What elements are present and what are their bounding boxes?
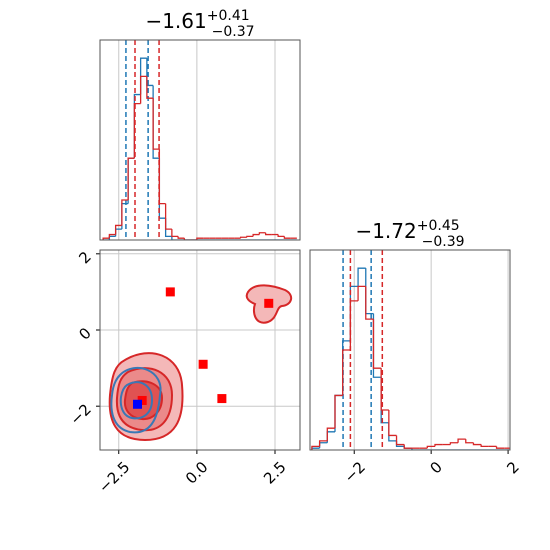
y-tick-label: 2 [75, 248, 94, 267]
hist-step [318, 440, 328, 447]
panel-frame [99, 39, 301, 241]
hist-step [465, 439, 474, 444]
hist-step [357, 285, 366, 301]
panel-frame [99, 249, 301, 451]
hist-step [357, 267, 366, 287]
hist-step [472, 442, 482, 446]
point [165, 287, 175, 297]
panel [102, 40, 297, 240]
contour [119, 381, 154, 420]
hist-step [380, 368, 389, 411]
hist-step [277, 234, 285, 238]
x-tick-label: 2 [503, 458, 522, 477]
hist-step [127, 157, 135, 204]
hist-step [108, 235, 116, 240]
x-tick-label: 0 [426, 458, 445, 477]
hist-step [246, 235, 254, 238]
x-tick-label: 0.0 [182, 458, 212, 488]
hist-step [252, 233, 260, 237]
hist-step [388, 422, 397, 442]
panel [311, 250, 510, 450]
hist-step [164, 203, 172, 230]
hist-step [326, 427, 335, 441]
hist-step [395, 440, 405, 448]
hist-step [183, 238, 191, 240]
hist-step [318, 442, 328, 449]
hist-step [121, 202, 129, 230]
x-tick-label: 2.5 [260, 458, 290, 488]
hist-step [426, 445, 435, 449]
point [133, 399, 142, 409]
contour [110, 366, 162, 434]
hist-step [283, 236, 291, 239]
hist-step [334, 394, 343, 432]
title-part: −0.39 [422, 234, 465, 250]
hist-step [311, 445, 320, 450]
grid-layer [100, 40, 509, 450]
hist-step [342, 349, 351, 396]
hist-step [152, 98, 160, 150]
title-part: +0.45 [417, 218, 460, 234]
x-tick-label: −2.5 [95, 458, 133, 496]
point [137, 395, 147, 405]
panel-title: −1.72+0.45 −0.39 [355, 218, 464, 250]
marks: −1.61+0.41 −0.37−2.5 0.0 2.5−202−2 0 2−1.72+0… [66, 8, 522, 497]
hist-step [395, 435, 405, 446]
hist-step [108, 233, 116, 239]
hist-step [434, 443, 443, 447]
panel-title: −1.61+0.41 −0.37 [145, 8, 254, 40]
title-part: −1.61 [145, 9, 206, 33]
title-part: −0.37 [212, 24, 255, 40]
y-tick-label: −2 [66, 400, 94, 428]
hist-step [158, 158, 166, 219]
hist-step [449, 442, 459, 445]
point [264, 298, 274, 308]
hist-step [264, 232, 272, 236]
title-part: +0.41 [207, 8, 250, 24]
hist-step [365, 286, 374, 320]
panel-frame [309, 249, 511, 451]
hist-step [495, 446, 505, 449]
hist-step [403, 444, 412, 449]
hist-step [334, 394, 343, 429]
hist-step [196, 237, 204, 240]
hist-step [380, 377, 389, 424]
hist-step [342, 340, 351, 396]
hist-step [139, 75, 147, 104]
hist-step [388, 410, 397, 437]
hist-step [164, 218, 172, 238]
hist-step [457, 438, 466, 443]
y-tick-label: 0 [75, 324, 94, 343]
hist-step [372, 319, 382, 369]
hist-step [326, 431, 335, 443]
point [217, 394, 227, 404]
hist-step [121, 199, 129, 226]
hist-step [480, 444, 489, 448]
hist-step [171, 229, 179, 238]
panel [133, 287, 274, 409]
hist-step [171, 236, 179, 240]
hist-step [365, 268, 374, 315]
hist-step [146, 76, 154, 99]
hist-step [239, 236, 247, 239]
hist-step [177, 236, 185, 239]
hist-step [258, 232, 266, 235]
hist-step [127, 157, 135, 200]
x-tick-label: −2 [341, 458, 369, 486]
title-part: −1.72 [355, 219, 416, 243]
hist-step [158, 149, 166, 205]
hist-step [114, 224, 122, 235]
hist-step [102, 237, 110, 240]
point [198, 359, 208, 369]
